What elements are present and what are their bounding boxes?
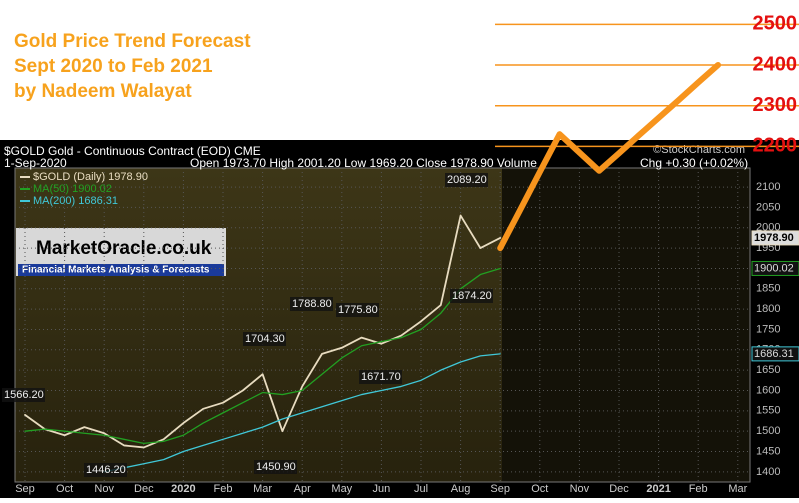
y-tick-label: 1800 xyxy=(756,303,780,315)
price-tag xyxy=(751,230,799,246)
title-line: by Nadeem Walayat xyxy=(14,81,192,102)
y-tick-label: 1750 xyxy=(756,323,780,335)
series-line xyxy=(103,353,501,473)
price-tag-label: 1900.02 xyxy=(754,262,794,274)
x-tick-label: Sep xyxy=(15,483,35,495)
price-tag xyxy=(751,346,799,362)
header-symbol: $GOLD Gold - Continuous Contract (EOD) C… xyxy=(4,144,261,158)
x-tick-label: Apr xyxy=(294,483,311,495)
y-tick-label: 1400 xyxy=(756,466,780,478)
y-tick-label: 1850 xyxy=(756,283,780,295)
x-tick-label: Mar xyxy=(253,483,272,495)
annotation-box xyxy=(290,297,333,311)
annotation-box xyxy=(450,289,493,303)
x-tick-label: Feb xyxy=(214,483,233,495)
plot-area xyxy=(15,168,502,482)
y-tick-label: 1650 xyxy=(756,364,780,376)
x-tick-label: May xyxy=(331,483,352,495)
annotation-box xyxy=(445,173,488,187)
x-tick-label: Feb xyxy=(689,483,708,495)
annotation-box xyxy=(2,388,45,402)
legend-label: MA(50) 1900.02 xyxy=(33,183,112,195)
x-tick-label: Jun xyxy=(373,483,391,495)
x-tick-label: Jul xyxy=(414,483,428,495)
x-tick-label: 2021 xyxy=(646,483,670,495)
x-tick-label: Nov xyxy=(94,483,114,495)
annotation-box xyxy=(336,303,379,317)
header-change: Chg +0.30 (+0.02%) xyxy=(640,156,748,170)
legend-label: $GOLD (Daily) 1978.90 xyxy=(33,171,148,183)
title-line: Sept 2020 to Feb 2021 xyxy=(14,56,213,77)
price-tag-label: 1686.31 xyxy=(754,348,794,360)
x-tick-label: Oct xyxy=(56,483,73,495)
annotation: 1775.80 xyxy=(338,304,378,316)
annotation-box xyxy=(359,370,402,384)
x-tick-label: Nov xyxy=(570,483,590,495)
x-tick-label: Dec xyxy=(134,483,154,495)
level-label: 2200 xyxy=(753,135,798,157)
annotation-box xyxy=(254,460,297,474)
annotation: 1446.20 xyxy=(86,464,126,476)
annotation: 2089.20 xyxy=(447,174,487,186)
header-ohlc: Open 1973.70 High 2001.20 Low 1969.20 Cl… xyxy=(190,156,537,170)
annotation: 1566.20 xyxy=(4,389,44,401)
plot-border xyxy=(14,167,751,483)
title-line: Gold Price Trend Forecast xyxy=(14,31,251,52)
y-tick-label: 2050 xyxy=(756,201,780,213)
x-tick-label: Aug xyxy=(451,483,471,495)
x-tick-label: 2020 xyxy=(171,483,195,495)
price-tag-label: 1978.90 xyxy=(754,232,794,244)
annotation: 1788.80 xyxy=(292,298,332,310)
x-tick-label: Mar xyxy=(728,483,747,495)
level-label: 2500 xyxy=(753,13,798,35)
x-tick-label: Oct xyxy=(531,483,548,495)
y-tick-label: 2100 xyxy=(756,181,780,193)
series-line xyxy=(24,267,501,445)
annotation: 1704.30 xyxy=(245,333,285,345)
y-tick-label: 1600 xyxy=(756,384,780,396)
price-tag xyxy=(751,260,799,276)
series-line xyxy=(24,214,502,449)
forecast-line xyxy=(497,62,721,252)
logo-band xyxy=(18,264,224,276)
y-tick-label: 1500 xyxy=(756,425,780,437)
y-tick-label: 1550 xyxy=(756,405,780,417)
level-label: 2400 xyxy=(753,53,798,75)
x-tick-label: Sep xyxy=(490,483,510,495)
level-label: 2300 xyxy=(753,94,798,116)
header-date: 1-Sep-2020 xyxy=(4,156,67,170)
x-tick-label: Dec xyxy=(609,483,629,495)
annotation: 1450.90 xyxy=(256,461,296,473)
annotation-box xyxy=(243,332,286,346)
y-tick-label: 1450 xyxy=(756,445,780,457)
future-area xyxy=(502,168,750,482)
annotation: 1874.20 xyxy=(452,290,492,302)
annotation: 1671.70 xyxy=(361,371,401,383)
logo-tagline: Financial Markets Analysis & Forecasts xyxy=(22,265,210,276)
legend-label: MA(200) 1686.31 xyxy=(33,195,118,207)
annotation-box xyxy=(84,463,127,477)
